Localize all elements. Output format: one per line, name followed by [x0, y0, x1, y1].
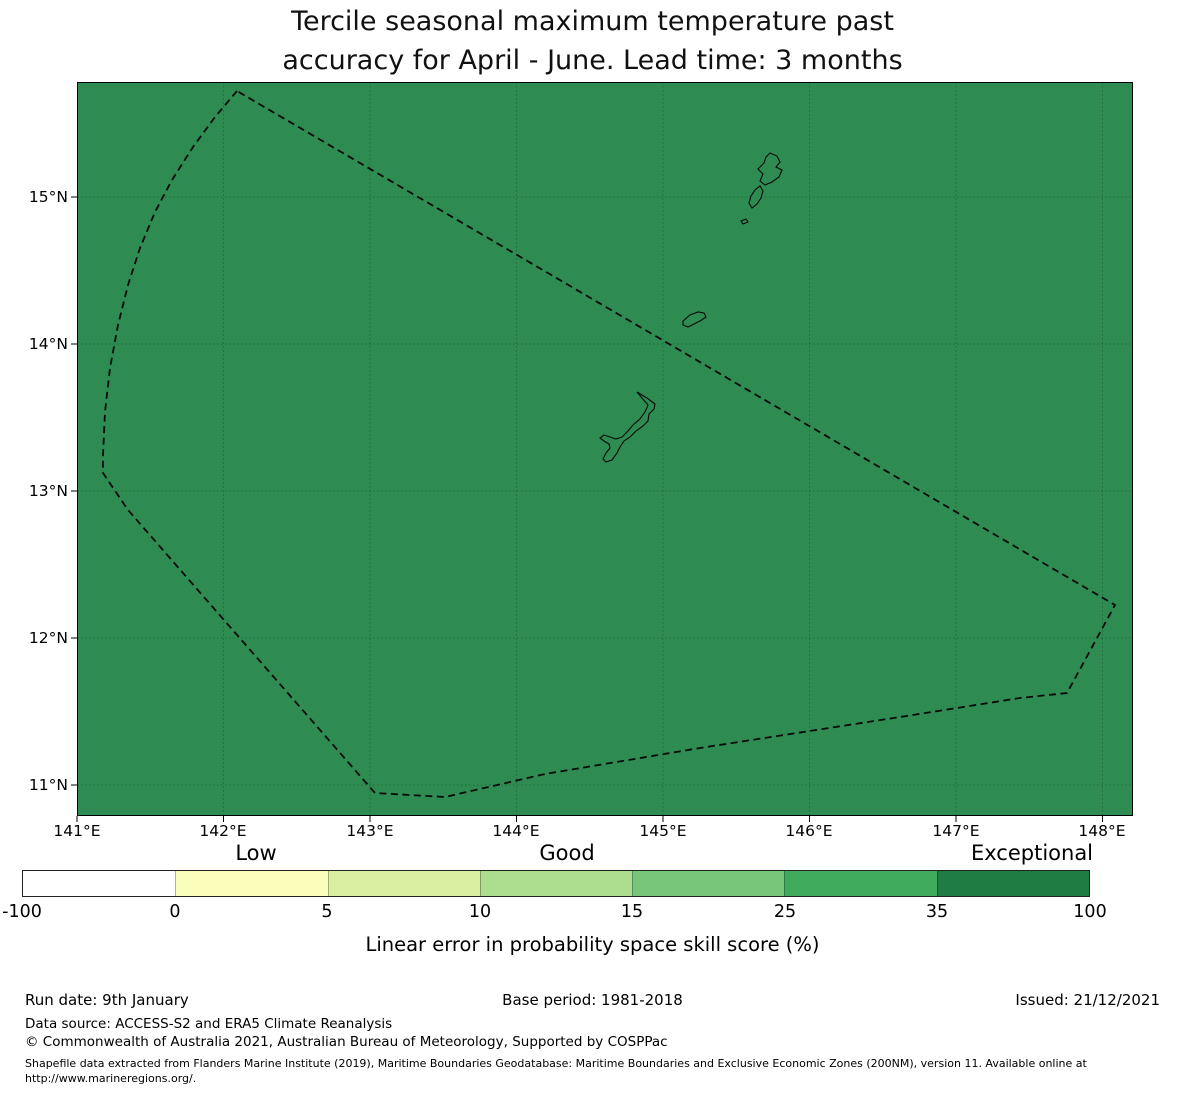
- island-saipan: [757, 152, 783, 186]
- xtick-146e: 146°E: [785, 822, 833, 840]
- chart-title-line2: accuracy for April - June. Lead time: 3 …: [282, 45, 903, 76]
- xtick-145e: 145°E: [639, 822, 687, 840]
- colorbar-category-low: Low: [235, 841, 277, 865]
- run-date-label: Run date: 9th January: [25, 991, 189, 1009]
- colorbar-segment-5: [632, 871, 785, 896]
- colorbar-segment-7: [936, 871, 1089, 896]
- colorbar-segment-4: [479, 871, 633, 896]
- cb-tick-100: 100: [1073, 902, 1107, 922]
- chart-title-line1: Tercile seasonal maximum temperature pas…: [291, 6, 894, 37]
- colorbar-axis-label: Linear error in probability space skill …: [365, 933, 820, 956]
- xtick-147e: 147°E: [932, 822, 980, 840]
- island-aguijan: [740, 218, 749, 225]
- xtick-143e: 143°E: [346, 822, 394, 840]
- shapefile-attribution: Shapefile data extracted from Flanders M…: [25, 1057, 1087, 1085]
- copyright-label: © Commonwealth of Australia 2021, Austra…: [25, 1034, 668, 1050]
- ytick-14n: 14°N: [28, 335, 68, 353]
- eez-boundary-dashed: [102, 89, 1117, 798]
- data-source-label: Data source: ACCESS-S2 and ERA5 Climate …: [25, 1016, 393, 1032]
- island-guam: [599, 391, 656, 463]
- map-plot-area: [71, 82, 1133, 822]
- ytick-15n: 15°N: [28, 188, 68, 206]
- colorbar-segment-6: [784, 871, 937, 896]
- colorbar: [22, 870, 1090, 897]
- island-rota: [682, 311, 707, 328]
- colorbar-segment-3: [327, 871, 480, 896]
- issued-label: Issued: 21/12/2021: [1015, 991, 1160, 1009]
- ytick-13n: 13°N: [28, 482, 68, 500]
- cb-tick-neg100: -100: [2, 902, 42, 922]
- cb-tick-10: 10: [468, 902, 492, 922]
- chart-title: Tercile seasonal maximum temperature pas…: [0, 2, 1185, 80]
- xtick-142e: 142°E: [199, 822, 247, 840]
- colorbar-category-good: Good: [539, 841, 595, 865]
- xtick-141e: 141°E: [53, 822, 101, 840]
- island-coastlines: [599, 152, 783, 463]
- ytick-12n: 12°N: [28, 629, 68, 647]
- ytick-11n: 11°N: [28, 776, 68, 794]
- cb-tick-35: 35: [925, 902, 949, 922]
- colorbar-category-exceptional: Exceptional: [970, 841, 1094, 865]
- axis-tick-marks: [71, 196, 1103, 822]
- xtick-144e: 144°E: [492, 822, 540, 840]
- colorbar-segment-2: [175, 871, 328, 896]
- xtick-148e: 148°E: [1078, 822, 1126, 840]
- graticule-gridlines: [77, 82, 1133, 816]
- cb-tick-15: 15: [620, 902, 644, 922]
- colorbar-segment-1: [23, 871, 176, 896]
- map-ocean-fill: [77, 82, 1133, 816]
- base-period-label: Base period: 1981-2018: [502, 991, 683, 1009]
- cb-tick-25: 25: [773, 902, 797, 922]
- island-tinian: [748, 185, 764, 209]
- cb-tick-5: 5: [321, 902, 333, 922]
- axes-frame: [77, 82, 1133, 816]
- cb-tick-0: 0: [169, 902, 181, 922]
